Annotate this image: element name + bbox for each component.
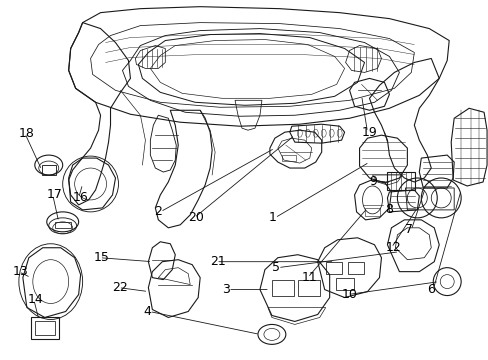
Text: 5: 5 bbox=[271, 261, 279, 274]
Bar bbox=[271, 280, 293, 296]
Text: 18: 18 bbox=[19, 127, 35, 140]
Bar bbox=[31, 318, 59, 339]
Text: 1: 1 bbox=[268, 211, 276, 224]
Text: 9: 9 bbox=[369, 175, 377, 189]
Text: 7: 7 bbox=[405, 223, 412, 236]
Text: 22: 22 bbox=[112, 281, 128, 294]
Bar bbox=[386, 172, 414, 190]
Text: 20: 20 bbox=[188, 211, 203, 224]
Bar bbox=[335, 278, 353, 289]
Text: 21: 21 bbox=[210, 255, 225, 268]
Text: 4: 4 bbox=[143, 305, 151, 318]
Bar bbox=[35, 321, 55, 336]
Text: 2: 2 bbox=[154, 205, 162, 219]
Bar bbox=[41, 165, 56, 175]
Text: 19: 19 bbox=[361, 126, 377, 139]
Bar bbox=[55, 222, 71, 228]
Text: 10: 10 bbox=[341, 288, 357, 301]
Text: 6: 6 bbox=[427, 283, 434, 296]
Text: 8: 8 bbox=[385, 203, 393, 216]
Text: 3: 3 bbox=[222, 283, 229, 296]
Bar bbox=[281, 155, 295, 161]
Text: 16: 16 bbox=[73, 192, 88, 204]
Text: 15: 15 bbox=[93, 251, 109, 264]
Bar bbox=[364, 208, 380, 216]
Bar bbox=[347, 262, 363, 274]
Text: 12: 12 bbox=[385, 241, 400, 254]
Text: 14: 14 bbox=[28, 293, 43, 306]
Bar bbox=[325, 262, 341, 274]
Text: 11: 11 bbox=[301, 271, 317, 284]
Text: 13: 13 bbox=[13, 265, 29, 278]
Text: 17: 17 bbox=[47, 188, 62, 202]
Bar bbox=[297, 280, 319, 296]
